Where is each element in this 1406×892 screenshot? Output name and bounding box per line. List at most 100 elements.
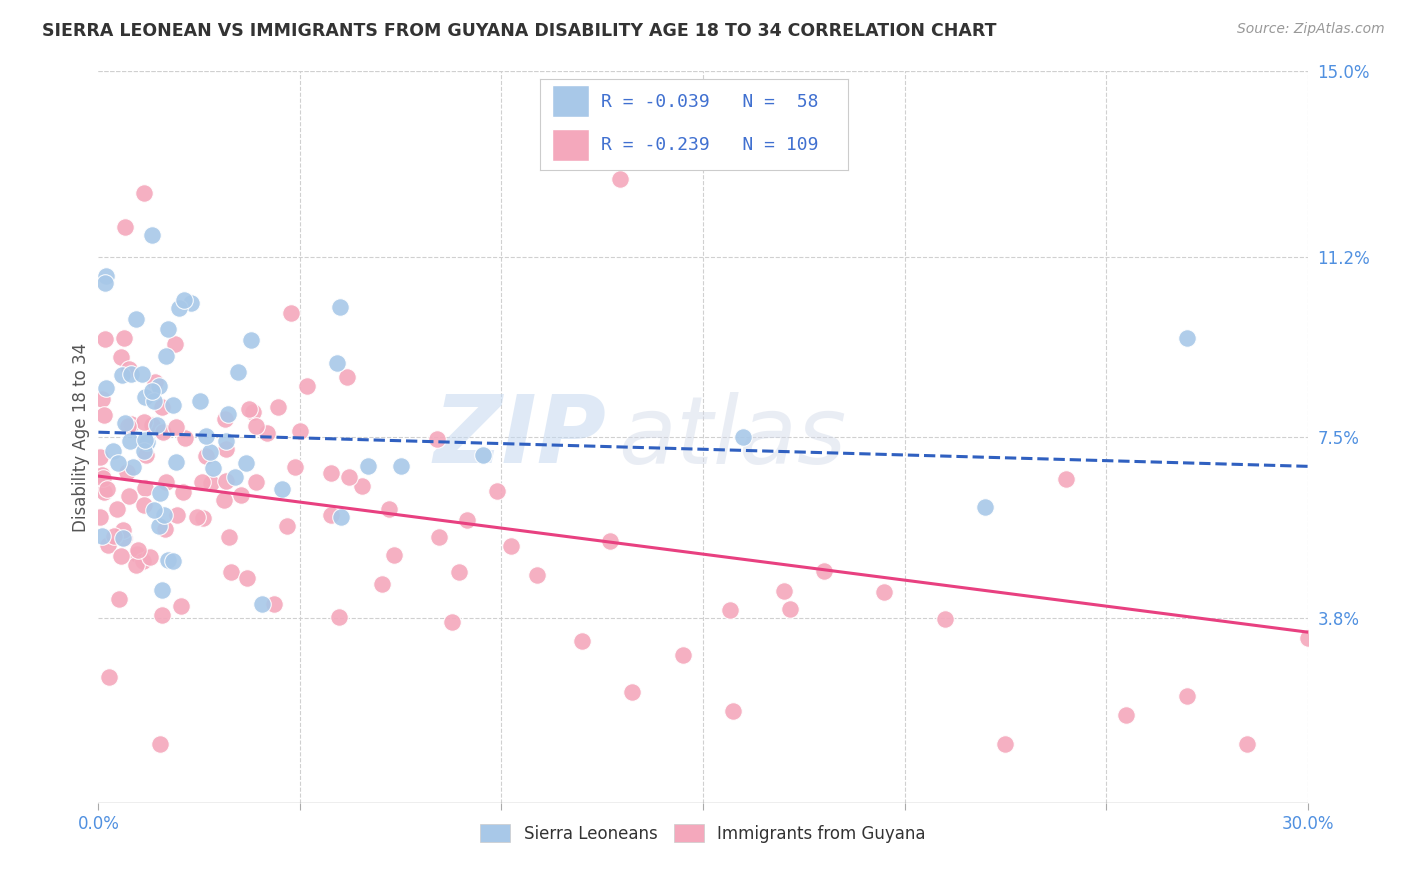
Point <box>733 430 755 444</box>
Point <box>152 425 174 439</box>
Point <box>218 530 240 544</box>
Point <box>94 277 117 291</box>
Point <box>245 419 267 434</box>
Point <box>389 458 412 473</box>
Point <box>121 459 143 474</box>
Point <box>336 370 359 384</box>
Point <box>263 597 285 611</box>
Point <box>231 488 253 502</box>
Point <box>295 379 318 393</box>
Point <box>201 460 224 475</box>
Point <box>471 448 494 462</box>
Point <box>108 592 131 607</box>
Point <box>994 737 1017 751</box>
Point <box>723 704 745 718</box>
Text: atlas: atlas <box>619 392 846 483</box>
Point <box>91 471 114 485</box>
Point <box>89 450 111 464</box>
Point <box>350 479 373 493</box>
Point <box>779 601 801 615</box>
Point <box>162 398 184 412</box>
Point <box>110 350 132 364</box>
Point <box>270 482 292 496</box>
Point <box>111 531 134 545</box>
Point <box>214 492 236 507</box>
Point <box>193 511 215 525</box>
Point <box>235 571 257 585</box>
Point <box>163 337 186 351</box>
Point <box>772 584 794 599</box>
Point <box>141 417 163 432</box>
Point <box>1054 472 1077 486</box>
Point <box>101 444 124 458</box>
Point <box>441 615 464 629</box>
Point <box>1175 689 1198 703</box>
Point <box>337 470 360 484</box>
Point <box>97 670 120 684</box>
Point <box>235 456 257 470</box>
Point <box>718 603 741 617</box>
Text: ZIP: ZIP <box>433 391 606 483</box>
Point <box>149 737 172 751</box>
Point <box>238 402 260 417</box>
Point <box>245 475 267 490</box>
Point <box>526 568 548 582</box>
Point <box>813 564 835 578</box>
Point <box>219 565 242 579</box>
Point <box>145 417 167 432</box>
Point <box>276 519 298 533</box>
Point <box>143 393 166 408</box>
Point <box>217 407 239 421</box>
Point <box>191 475 214 490</box>
Point <box>357 459 380 474</box>
Point <box>93 485 115 500</box>
Point <box>149 486 172 500</box>
Point <box>93 409 115 423</box>
Point <box>114 220 136 235</box>
Point <box>135 448 157 462</box>
Point <box>141 228 163 243</box>
Point <box>165 454 187 468</box>
Point <box>153 508 176 522</box>
Point <box>599 534 621 549</box>
Point <box>215 474 238 488</box>
Point <box>239 333 262 347</box>
Point <box>94 332 117 346</box>
Point <box>120 368 142 382</box>
Point <box>118 490 141 504</box>
Point <box>96 482 118 496</box>
Point <box>252 597 274 611</box>
Point <box>142 502 165 516</box>
Point <box>1175 331 1198 345</box>
Point <box>127 547 149 561</box>
Point <box>166 508 188 522</box>
Point <box>134 443 156 458</box>
Point <box>456 513 478 527</box>
Text: SIERRA LEONEAN VS IMMIGRANTS FROM GUYANA DISABILITY AGE 18 TO 34 CORRELATION CHA: SIERRA LEONEAN VS IMMIGRANTS FROM GUYANA… <box>42 22 997 40</box>
Point <box>89 510 111 524</box>
Point <box>131 367 153 381</box>
Point <box>139 549 162 564</box>
Point <box>162 554 184 568</box>
Point <box>148 519 170 533</box>
Point <box>215 434 238 448</box>
Point <box>134 390 156 404</box>
Point <box>103 529 125 543</box>
Point <box>214 412 236 426</box>
Point <box>94 381 117 395</box>
Point <box>266 400 288 414</box>
Point <box>571 633 593 648</box>
Point <box>621 685 644 699</box>
Point <box>319 508 342 522</box>
Point <box>125 558 148 572</box>
Point <box>112 524 135 538</box>
Point <box>132 186 155 201</box>
Point <box>134 481 156 495</box>
Point <box>371 577 394 591</box>
Point <box>173 293 195 308</box>
Point <box>174 431 197 445</box>
Point <box>120 417 142 432</box>
Point <box>326 356 349 370</box>
Point <box>215 442 238 457</box>
Point <box>97 538 120 552</box>
